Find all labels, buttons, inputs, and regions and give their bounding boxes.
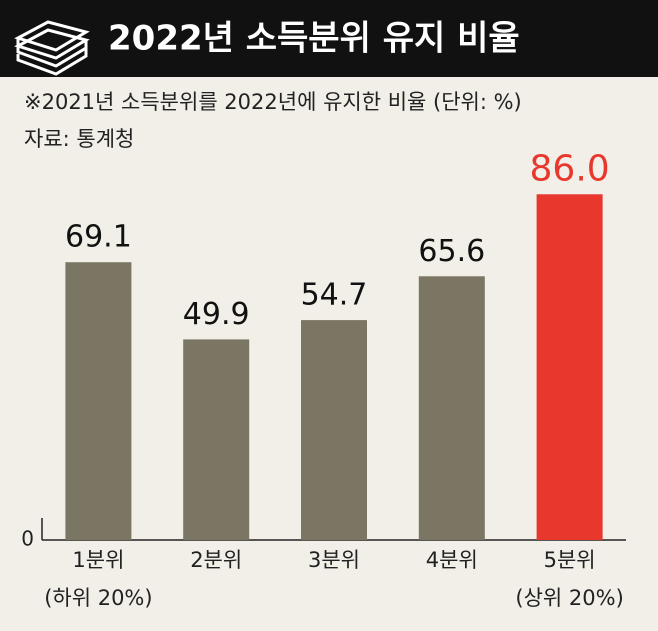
- x-tick-sublabel: (하위 20%): [44, 586, 152, 610]
- x-tick-label: 3분위: [308, 548, 360, 572]
- y-tick-label: 0: [21, 527, 34, 551]
- bar: [536, 194, 603, 540]
- header-bar: [0, 0, 658, 77]
- x-tick-label: 5분위: [544, 548, 596, 572]
- value-label: 69.1: [65, 220, 132, 255]
- x-tick-label: 2분위: [190, 548, 242, 572]
- value-label: 65.6: [418, 234, 485, 269]
- x-tick-sublabel: (상위 20%): [515, 586, 623, 610]
- bar: [183, 339, 250, 540]
- source: 자료: 통계청: [24, 127, 134, 151]
- subtitle: ※2021년 소득분위를 2022년에 유지한 비율 (단위: %): [24, 90, 522, 114]
- value-label: 54.7: [301, 278, 368, 313]
- value-label: 49.9: [183, 297, 250, 332]
- value-label: 86.0: [530, 148, 610, 189]
- bar: [418, 276, 485, 540]
- money-icon: [14, 20, 90, 76]
- x-tick-label: 4분위: [426, 548, 478, 572]
- bar: [65, 262, 132, 540]
- chart-title: 2022년 소득분위 유지 비율: [108, 19, 520, 59]
- x-tick-label: 1분위: [72, 548, 124, 572]
- bar: [301, 320, 367, 540]
